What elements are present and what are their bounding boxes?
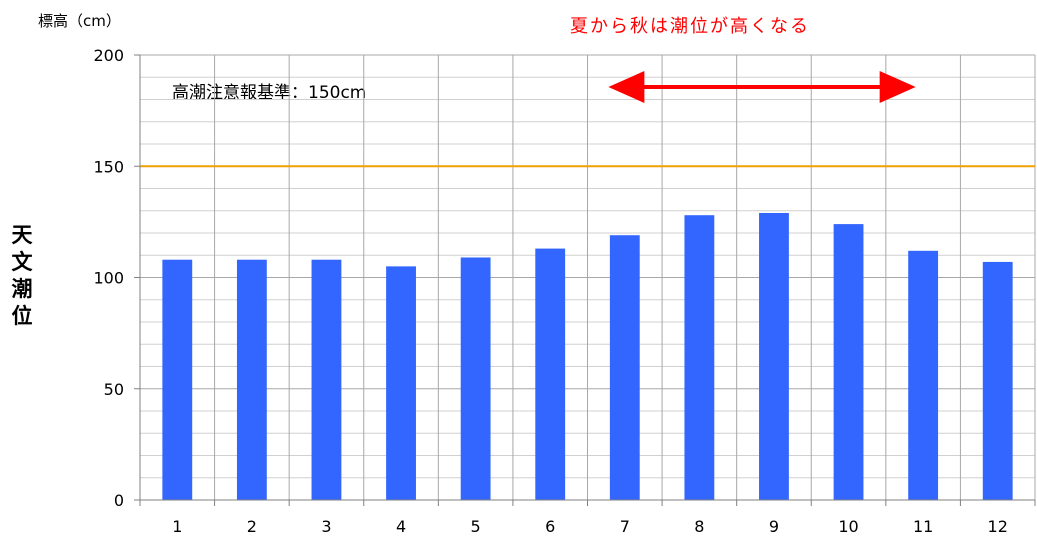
x-tick-label: 12 bbox=[988, 517, 1008, 536]
x-tick-label: 1 bbox=[172, 517, 182, 536]
y-unit-label: 標高（cm） bbox=[38, 12, 121, 30]
annotation-arrow-head-right bbox=[879, 71, 916, 103]
bar bbox=[609, 235, 640, 500]
y-tick-label: 200 bbox=[93, 46, 124, 65]
bar bbox=[833, 224, 864, 500]
x-tick-label: 6 bbox=[545, 517, 555, 536]
x-tick-label: 2 bbox=[247, 517, 257, 536]
bar bbox=[684, 215, 715, 500]
x-tick-label: 7 bbox=[620, 517, 630, 536]
season-annotation: 夏から秋は潮位が高くなる bbox=[570, 16, 810, 37]
x-tick-label: 10 bbox=[838, 517, 858, 536]
x-tick-label: 11 bbox=[913, 517, 933, 536]
bar bbox=[759, 212, 789, 500]
annotation-arrow-head-left bbox=[608, 71, 645, 103]
x-tick-label: 8 bbox=[694, 517, 704, 536]
y-tick-label: 150 bbox=[93, 157, 124, 176]
bar bbox=[982, 261, 1013, 500]
x-tick-label: 5 bbox=[471, 517, 481, 536]
bar bbox=[460, 257, 491, 500]
bar bbox=[236, 259, 267, 500]
threshold-label: 高潮注意報基準：150cm bbox=[172, 83, 367, 103]
bar bbox=[162, 259, 193, 500]
x-tick-label: 9 bbox=[769, 517, 779, 536]
x-tick-label: 3 bbox=[321, 517, 331, 536]
y-tick-label: 0 bbox=[114, 491, 124, 510]
bar bbox=[311, 259, 342, 500]
y-tick-label: 50 bbox=[104, 380, 124, 399]
bar bbox=[386, 266, 416, 500]
bar bbox=[535, 248, 566, 500]
bar bbox=[908, 250, 939, 500]
y-axis-label: 天文潮位 bbox=[11, 223, 33, 328]
y-tick-label: 100 bbox=[93, 269, 124, 288]
x-tick-label: 4 bbox=[396, 517, 406, 536]
